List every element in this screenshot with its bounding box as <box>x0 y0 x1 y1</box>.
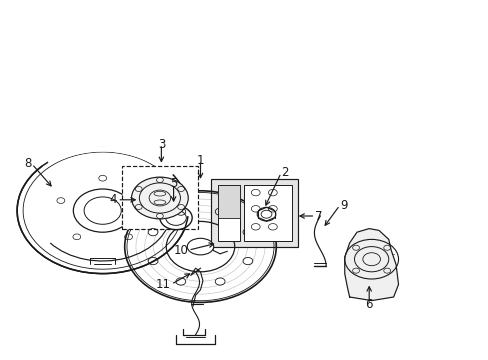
Bar <box>243 185 292 241</box>
Circle shape <box>131 177 188 219</box>
Text: 10: 10 <box>173 244 188 257</box>
Text: 5: 5 <box>169 177 177 190</box>
Text: 6: 6 <box>365 298 372 311</box>
Bar <box>217 185 239 218</box>
Text: 8: 8 <box>24 157 32 170</box>
Text: 4: 4 <box>110 193 117 206</box>
Ellipse shape <box>187 238 213 255</box>
Bar <box>217 185 239 241</box>
Text: 1: 1 <box>196 154 204 167</box>
Text: 11: 11 <box>156 278 171 291</box>
Bar <box>122 166 198 229</box>
Text: 2: 2 <box>281 166 288 179</box>
Polygon shape <box>344 229 398 301</box>
Text: 3: 3 <box>157 138 165 150</box>
Bar <box>211 179 298 247</box>
Text: 9: 9 <box>339 199 346 212</box>
Text: 7: 7 <box>315 210 322 222</box>
